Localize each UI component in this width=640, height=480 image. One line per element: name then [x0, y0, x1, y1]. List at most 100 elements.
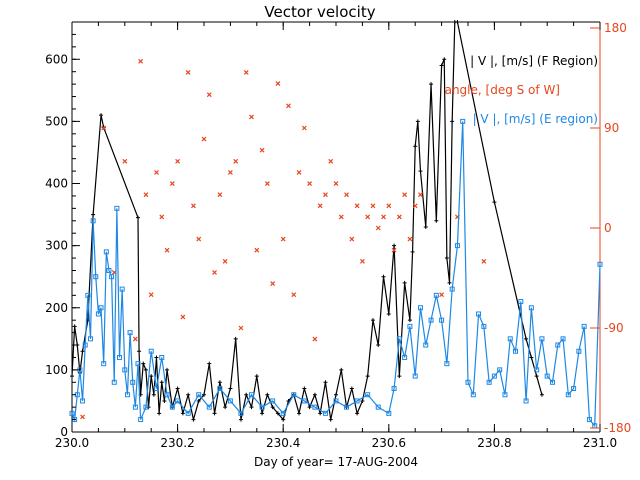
data-point-x	[222, 258, 228, 264]
data-point-plus	[407, 318, 412, 323]
data-point-x	[402, 192, 408, 198]
data-point-plus	[415, 119, 420, 124]
data-point-square	[555, 342, 561, 348]
series-layer	[69, 20, 603, 429]
data-point-plus	[180, 411, 185, 416]
data-point-x	[132, 336, 138, 342]
data-point-plus	[228, 386, 233, 391]
data-point-square	[544, 373, 550, 379]
data-point-plus	[233, 336, 238, 341]
data-point-plus	[217, 380, 222, 385]
data-point-square	[185, 410, 191, 416]
data-point-square	[439, 317, 445, 323]
legend-angle: angle, [deg S of W]	[445, 83, 560, 97]
data-point-x	[280, 236, 286, 242]
data-point-x	[301, 125, 307, 131]
data-point-square	[449, 286, 455, 292]
data-point-plus	[360, 398, 365, 403]
data-point-square	[138, 417, 144, 423]
data-point-square	[428, 317, 434, 323]
data-point-square	[270, 398, 276, 404]
legend-f-region: | V |, [m/s] (F Region)	[470, 54, 598, 68]
data-point-square	[565, 392, 571, 398]
data-point-square	[159, 354, 165, 360]
data-point-square	[470, 392, 476, 398]
data-point-x	[191, 203, 196, 209]
data-point-plus	[175, 386, 180, 391]
data-point-square	[518, 299, 524, 305]
data-point-plus	[429, 82, 434, 87]
data-point-square	[507, 336, 513, 342]
data-point-x	[365, 214, 371, 220]
data-point-x	[381, 214, 386, 220]
data-point-square	[114, 205, 120, 211]
data-point-plus	[151, 392, 156, 397]
data-point-x	[323, 192, 328, 198]
data-point-plus	[334, 392, 338, 397]
x-axis-label: Day of year= 17-AUG-2004	[254, 455, 418, 469]
data-point-plus	[529, 355, 534, 360]
data-point-square	[106, 267, 112, 273]
data-point-x	[328, 158, 334, 164]
data-point-square	[571, 386, 577, 392]
data-point-square	[87, 336, 93, 342]
data-point-x	[312, 336, 318, 342]
x-tick-label: 231.0	[583, 436, 617, 450]
data-point-square	[103, 249, 109, 255]
data-point-square	[175, 398, 181, 404]
data-point-plus	[165, 367, 170, 372]
data-point-square	[312, 404, 318, 410]
data-point-x	[386, 203, 392, 209]
data-point-x	[275, 81, 281, 86]
data-point-square	[259, 404, 265, 410]
data-point-square	[82, 342, 88, 348]
data-point-x	[101, 125, 107, 131]
data-point-plus	[99, 113, 104, 118]
data-point-square	[391, 386, 397, 392]
data-point-square	[412, 373, 418, 379]
data-point-square	[386, 410, 392, 416]
data-point-square	[444, 361, 450, 367]
data-point-x	[391, 247, 397, 253]
data-point-plus	[143, 367, 148, 372]
data-point-square	[365, 392, 371, 398]
data-point-plus	[159, 380, 164, 385]
data-point-x	[249, 114, 254, 120]
data-point-plus	[70, 374, 74, 379]
data-point-x	[338, 214, 344, 220]
data-point-plus	[370, 318, 375, 323]
x-tick-label: 230.0	[55, 436, 89, 450]
data-point-plus	[455, 20, 460, 24]
data-point-plus	[381, 274, 386, 279]
data-point-x	[185, 70, 191, 75]
data-point-square	[586, 417, 592, 423]
data-point-square	[528, 305, 534, 311]
y2-tick-label: -90	[604, 321, 624, 335]
data-point-square	[576, 348, 582, 354]
data-point-x	[169, 181, 175, 186]
data-point-square	[375, 404, 381, 410]
y2-tick-label: 90	[604, 121, 619, 135]
data-point-x	[270, 281, 276, 286]
data-point-x	[148, 292, 154, 298]
data-point-square	[476, 311, 482, 317]
data-point-plus	[202, 392, 206, 397]
y-tick-label: 100	[45, 363, 68, 377]
x-tick-label: 230.6	[372, 436, 406, 450]
data-point-plus	[275, 411, 280, 416]
data-point-plus	[91, 212, 96, 217]
data-point-plus	[318, 411, 323, 416]
data-point-plus	[244, 392, 249, 397]
data-point-square	[153, 386, 159, 392]
data-point-square	[90, 218, 96, 224]
data-point-square	[69, 410, 75, 416]
data-point-square	[333, 398, 339, 404]
data-point-plus	[442, 57, 447, 62]
x-tick-label: 230.2	[160, 436, 194, 450]
data-point-plus	[302, 386, 307, 391]
data-point-plus	[402, 280, 407, 285]
y-tick-label: 300	[45, 239, 68, 253]
data-point-square	[407, 323, 413, 329]
data-point-square	[560, 336, 566, 342]
data-point-plus	[434, 218, 439, 223]
